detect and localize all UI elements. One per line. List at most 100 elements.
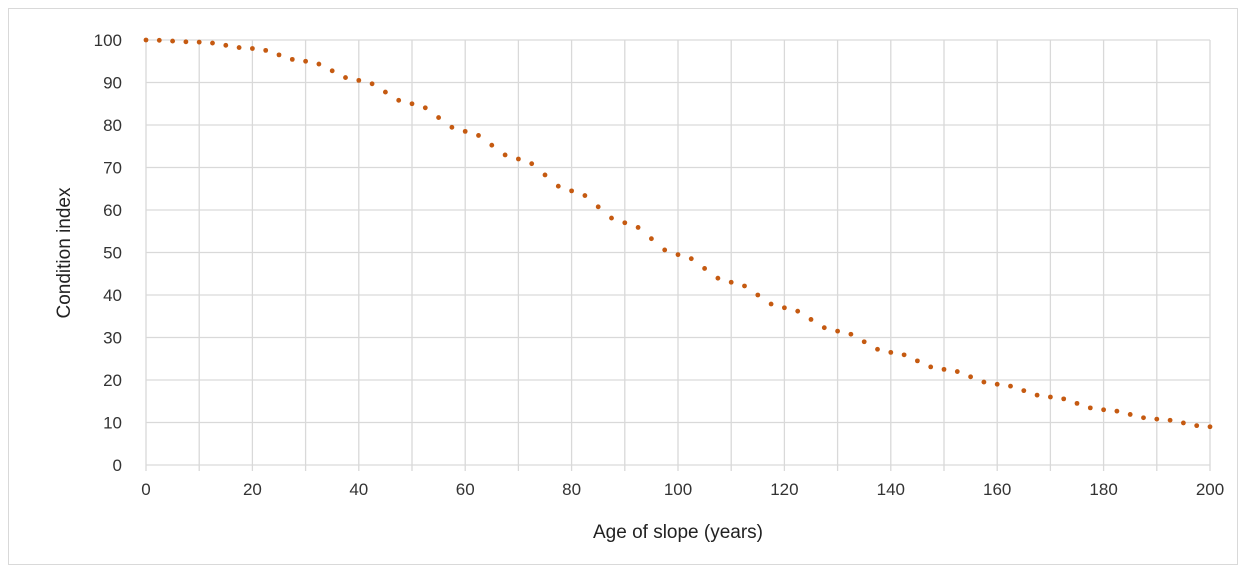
series-dot — [622, 220, 628, 226]
series-dot — [303, 58, 308, 64]
series-dot — [449, 124, 455, 130]
series-dot — [1034, 392, 1040, 398]
x-tick-label: 100 — [664, 480, 692, 499]
series-dot — [409, 101, 415, 107]
series-dot — [236, 45, 242, 50]
series-dot — [954, 369, 960, 374]
series-dot — [1021, 388, 1027, 394]
series-dot — [821, 325, 827, 331]
series-dot — [156, 37, 162, 43]
series-dot — [369, 81, 375, 87]
y-tick-label: 90 — [103, 74, 122, 93]
y-tick-label: 0 — [113, 456, 122, 475]
series-dot — [728, 279, 734, 285]
x-axis-tick-labels: 0 20 40 60 80 100 120 140 160 180 200 — [141, 480, 1224, 499]
series-dot — [1061, 396, 1067, 402]
series-dot — [609, 215, 614, 221]
x-tick-label: 80 — [562, 480, 581, 499]
series-dot — [223, 42, 229, 48]
series-dot — [915, 358, 920, 364]
series-dot — [316, 61, 322, 67]
series-dot — [210, 40, 215, 46]
y-tick-label: 100 — [94, 31, 122, 50]
series-dot — [170, 38, 176, 44]
series-dot — [715, 275, 721, 281]
x-tick-label: 120 — [770, 480, 798, 499]
series-dot — [928, 364, 934, 370]
series-dot — [835, 328, 840, 334]
y-tick-label: 10 — [103, 414, 122, 433]
series-dot — [688, 256, 694, 262]
series-dot — [848, 331, 854, 337]
series-dot — [782, 305, 787, 311]
series-dot — [795, 308, 801, 314]
chart-frame — [8, 8, 1238, 565]
series-dot — [1127, 412, 1133, 417]
x-tick-label: 0 — [141, 480, 150, 499]
series-dot — [1101, 407, 1106, 413]
x-tick-label: 140 — [877, 480, 905, 499]
series-dot — [808, 317, 814, 322]
y-tick-label: 40 — [103, 286, 122, 305]
y-tick-label: 70 — [103, 159, 122, 178]
series-dot — [994, 381, 1000, 387]
series-dot — [143, 37, 149, 43]
series-dot — [555, 183, 561, 189]
series-dot — [768, 301, 774, 307]
series-dot — [396, 97, 402, 103]
series-dot — [1207, 424, 1213, 430]
series-dot — [1141, 415, 1146, 421]
x-axis-title: Age of slope (years) — [593, 522, 763, 543]
series-dot — [755, 292, 761, 298]
series-dot — [422, 105, 428, 111]
series-dots — [143, 37, 1213, 430]
series-dot — [196, 39, 202, 45]
y-tick-label: 60 — [103, 201, 122, 220]
x-tick-label: 200 — [1196, 480, 1224, 499]
series-dot — [1167, 417, 1173, 423]
series-dot — [462, 128, 468, 134]
series-dot — [582, 193, 588, 198]
series-dot — [436, 115, 441, 120]
series-dot — [263, 47, 269, 53]
series-dot — [502, 152, 508, 158]
series-dot — [183, 39, 189, 45]
series-dot — [649, 236, 654, 242]
series-dot — [542, 172, 548, 178]
series-dot — [289, 56, 295, 62]
y-tick-label: 30 — [103, 329, 122, 348]
series-dot — [595, 204, 601, 210]
series-dot — [742, 283, 747, 289]
x-tick-label: 20 — [243, 480, 262, 499]
series-dot — [516, 156, 521, 162]
y-tick-label: 80 — [103, 116, 122, 135]
series-dot — [1194, 423, 1200, 429]
x-tick-label: 60 — [456, 480, 475, 499]
series-dot — [569, 188, 574, 194]
y-tick-label: 20 — [103, 371, 122, 390]
series-dot — [675, 252, 681, 258]
series-dot — [1154, 416, 1160, 422]
series-dot — [1181, 420, 1186, 426]
series-dot — [489, 142, 495, 148]
series-dot — [529, 161, 535, 167]
series-dot — [329, 68, 335, 74]
series-dot — [343, 75, 348, 80]
series-dot — [276, 52, 282, 58]
series-dot — [1114, 408, 1120, 414]
y-tick-label: 50 — [103, 244, 122, 263]
series-dot — [941, 366, 947, 372]
series-dot — [861, 339, 867, 345]
series-dot — [981, 379, 987, 385]
series-dot — [250, 46, 255, 51]
x-tick-label: 160 — [983, 480, 1011, 499]
series-dot — [383, 89, 388, 95]
series-dot — [968, 374, 973, 380]
series-dot — [875, 346, 880, 352]
series-dot — [635, 225, 641, 230]
series-dot — [476, 133, 481, 138]
series-dot — [356, 77, 362, 83]
series-dot — [662, 247, 668, 253]
x-tick-label: 180 — [1089, 480, 1117, 499]
